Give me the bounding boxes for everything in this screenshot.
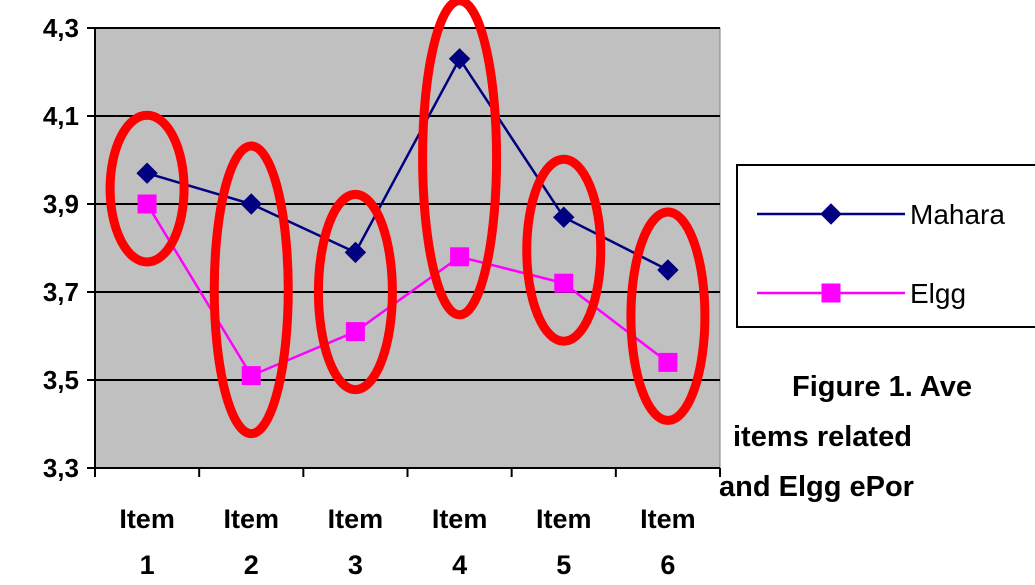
caption-line: and Elgg ePor	[719, 471, 914, 503]
highlight-ellipse	[418, 0, 502, 320]
diamond-marker	[344, 241, 367, 264]
square-marker	[241, 366, 261, 386]
legend-label: Mahara	[910, 199, 1005, 230]
x-tick-label: Item 2	[223, 504, 279, 580]
square-marker	[345, 322, 365, 342]
series-markers	[136, 48, 679, 386]
legend-label: Elgg	[910, 278, 966, 309]
x-tick-label: Item 6	[640, 504, 696, 580]
diamond-marker	[553, 206, 575, 228]
diamond-marker	[820, 203, 842, 225]
legend-box	[736, 164, 1035, 328]
x-tick-label: Item 5	[536, 504, 592, 580]
plot-area	[94, 27, 721, 469]
caption-line: Figure 1. Ave	[792, 371, 972, 403]
highlight-ellipse	[522, 154, 606, 346]
y-tick-label: 3,3	[43, 453, 79, 483]
y-axis-tick-labels: 3,3 3,5 3,7 3,9 4,1 4,3	[43, 13, 79, 483]
diamond-marker	[240, 193, 262, 215]
x-tick-label: Item 1	[119, 504, 175, 580]
highlight-ellipse	[626, 207, 710, 425]
highlight-ellipse	[105, 110, 189, 267]
square-marker	[450, 247, 470, 267]
y-tick-label: 4,1	[43, 101, 79, 131]
x-axis-tick-labels: Item 1 Item 2 Item 3 Item 4 Item 5 Item 6	[119, 504, 695, 580]
gridlines	[87, 27, 721, 477]
diamond-marker	[448, 48, 471, 70]
x-tick-label: Item 3	[328, 504, 384, 580]
square-marker	[821, 283, 841, 303]
diamond-marker	[136, 162, 158, 184]
series-line-mahara	[146, 56, 669, 272]
series-line-elgg	[146, 203, 669, 378]
caption-line: items related	[733, 421, 912, 453]
y-tick-label: 3,5	[43, 365, 79, 395]
figure-caption: Figure 1. Ave items related and Elgg ePor	[719, 371, 972, 503]
y-tick-label: 3,7	[43, 277, 79, 307]
y-tick-label: 3,9	[43, 189, 79, 219]
square-marker	[554, 273, 574, 293]
series-lines	[146, 56, 669, 378]
highlight-ellipses	[105, 0, 710, 439]
highlight-ellipse	[313, 189, 397, 395]
y-tick-label: 4,3	[43, 13, 79, 43]
x-tick-label: Item 4	[432, 504, 488, 580]
highlight-ellipse	[209, 141, 293, 439]
square-marker	[658, 352, 678, 372]
legend: Mahara Elgg	[736, 164, 1035, 328]
diamond-marker	[657, 259, 679, 281]
square-marker	[137, 194, 157, 214]
